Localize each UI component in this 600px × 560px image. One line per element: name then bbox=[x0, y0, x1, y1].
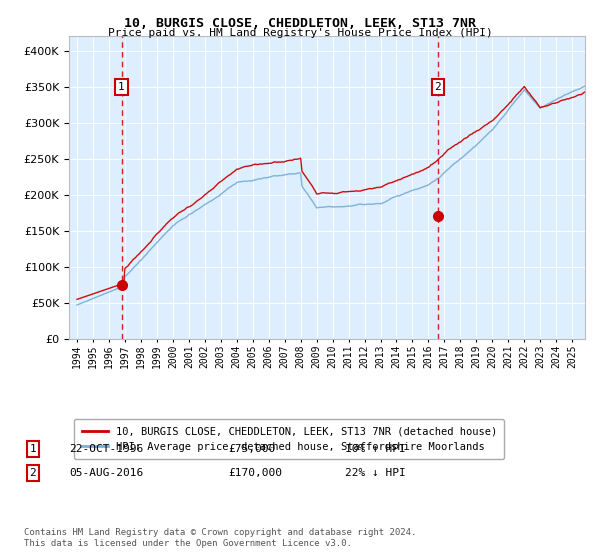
Text: £75,000: £75,000 bbox=[228, 444, 275, 454]
Text: £170,000: £170,000 bbox=[228, 468, 282, 478]
Text: 05-AUG-2016: 05-AUG-2016 bbox=[69, 468, 143, 478]
Text: 1: 1 bbox=[29, 444, 37, 454]
Text: 2: 2 bbox=[29, 468, 37, 478]
Text: Price paid vs. HM Land Registry's House Price Index (HPI): Price paid vs. HM Land Registry's House … bbox=[107, 28, 493, 38]
Legend: 10, BURGIS CLOSE, CHEDDLETON, LEEK, ST13 7NR (detached house), HPI: Average pric: 10, BURGIS CLOSE, CHEDDLETON, LEEK, ST13… bbox=[74, 419, 505, 459]
Text: 10, BURGIS CLOSE, CHEDDLETON, LEEK, ST13 7NR: 10, BURGIS CLOSE, CHEDDLETON, LEEK, ST13… bbox=[124, 17, 476, 30]
Text: 22-OCT-1996: 22-OCT-1996 bbox=[69, 444, 143, 454]
Text: 2: 2 bbox=[434, 82, 441, 92]
Text: 10% ↑ HPI: 10% ↑ HPI bbox=[345, 444, 406, 454]
Text: Contains HM Land Registry data © Crown copyright and database right 2024.
This d: Contains HM Land Registry data © Crown c… bbox=[24, 528, 416, 548]
Text: 1: 1 bbox=[118, 82, 125, 92]
Text: 22% ↓ HPI: 22% ↓ HPI bbox=[345, 468, 406, 478]
